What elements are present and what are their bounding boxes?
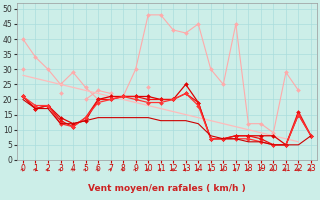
X-axis label: Vent moyen/en rafales ( km/h ): Vent moyen/en rafales ( km/h ) (88, 184, 246, 193)
